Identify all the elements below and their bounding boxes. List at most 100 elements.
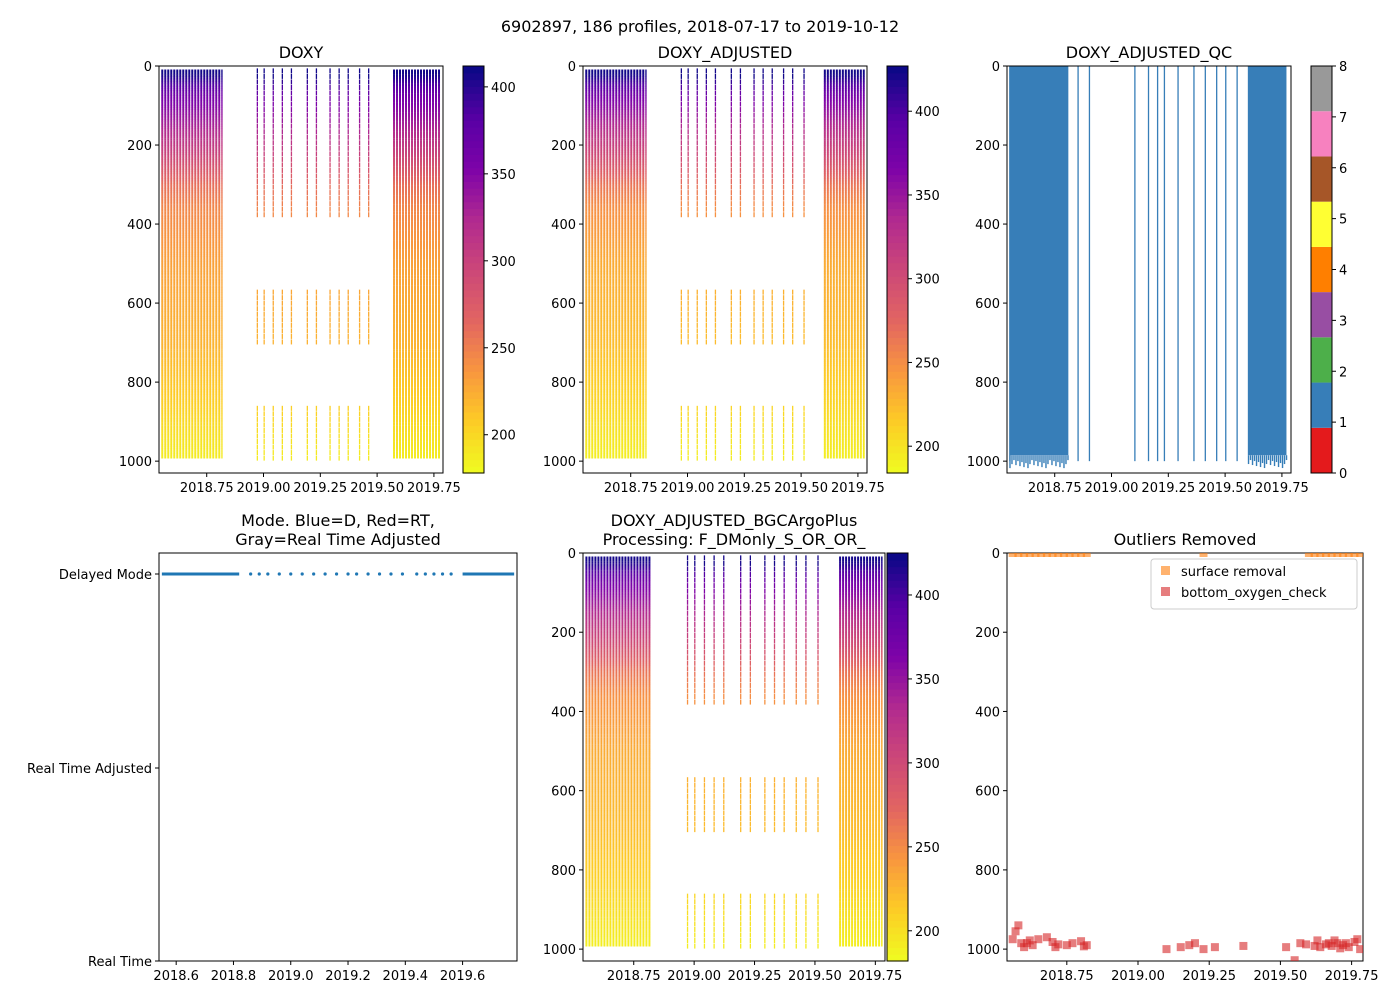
colorbar-segment [887, 147, 908, 155]
profile-sample [782, 300, 785, 306]
profile-sample [783, 899, 785, 905]
profile-sample [256, 96, 258, 102]
profile-sample [805, 572, 807, 578]
profile-sample [272, 79, 274, 85]
profile-sample [762, 140, 764, 146]
colorbar-segment [887, 242, 908, 250]
profile-sample [753, 306, 755, 312]
profile-sample [281, 190, 283, 196]
profile-sample [783, 638, 785, 644]
profile-sample [315, 295, 318, 301]
qc-flag-edge [1043, 455, 1045, 464]
profile-sample [329, 90, 331, 96]
outlier-points [1008, 553, 1363, 961]
profile-sample [714, 439, 717, 445]
profile-sample [347, 422, 349, 428]
profile-sample [703, 816, 706, 822]
profile-sample [306, 439, 308, 445]
profile-sample [753, 433, 755, 439]
profile-sample [795, 943, 797, 949]
qc-colorbar-segment [1311, 66, 1332, 112]
profile-sample [705, 405, 707, 411]
profile-sample [730, 322, 732, 328]
profile-sample [705, 184, 707, 190]
profile-sample [347, 411, 349, 417]
profile-sample [753, 289, 755, 295]
profile-sample [687, 439, 689, 445]
profile-sample [805, 904, 807, 910]
profile-sample [782, 427, 785, 433]
profile-sample [256, 206, 258, 212]
profile-sample [329, 112, 331, 118]
profile-sample [306, 455, 308, 461]
profile-sample [803, 333, 805, 339]
profile-sample [764, 799, 766, 805]
profile-sample [740, 804, 742, 810]
qc-flags [1009, 66, 1288, 469]
profile-sample [739, 444, 742, 450]
profile-sample [694, 682, 696, 688]
profile-sample [795, 915, 797, 921]
profile-sample [764, 804, 766, 810]
profile-sample [783, 926, 785, 932]
colorbar-segment [887, 106, 908, 115]
profile-sample [730, 295, 732, 301]
profile-sample [686, 788, 689, 794]
colorbar-segment [463, 418, 484, 427]
surface-removal-marker [1037, 553, 1046, 557]
profile-sample [762, 73, 764, 79]
profile-sample [713, 577, 715, 583]
profile-sample [723, 572, 725, 578]
colorbar-tick-label: 350 [915, 189, 940, 204]
surface-removal-marker [1344, 553, 1353, 557]
profile-sample [687, 339, 689, 345]
profile-sample [740, 821, 742, 827]
profile-sample [771, 134, 773, 140]
profile-sample [703, 788, 706, 794]
profile-sample [805, 932, 807, 938]
profile-sample [739, 129, 742, 135]
profile-sample [740, 793, 742, 799]
profile-sample [358, 151, 361, 157]
profile-sample [290, 300, 293, 306]
profile-sample [795, 799, 797, 805]
profile-sample [723, 694, 725, 700]
qc-flag-edge [1033, 455, 1035, 466]
profile-sample [315, 328, 318, 334]
profile-sample [368, 145, 370, 151]
profile-sample [805, 588, 807, 594]
profile-sample [740, 621, 742, 627]
qc-flag-block [1009, 66, 1069, 456]
profile-sample [782, 295, 785, 301]
profile-sample [329, 123, 331, 129]
profile-sample [740, 560, 742, 566]
legend-marker [1161, 587, 1170, 596]
profile-sample [795, 777, 797, 783]
surface-removal-marker [1065, 553, 1074, 557]
qc-flag-profile [1204, 66, 1206, 462]
colorbar-segment [463, 201, 484, 210]
profile-sample [680, 422, 682, 428]
profile-sample [696, 90, 698, 96]
profile-sample [680, 333, 682, 339]
profile-sample [803, 195, 805, 201]
x-tick-label: 2019.00 [661, 481, 715, 496]
profile-sample [358, 416, 361, 422]
profile-sample [714, 151, 717, 157]
surface-removal-marker [1356, 553, 1363, 557]
x-tick-label: 2019.75 [407, 481, 461, 496]
x-tick-label: 2019.0 [268, 969, 314, 984]
profile-sample [753, 90, 755, 96]
profile-sample [795, 688, 797, 694]
profile-sample [805, 599, 807, 605]
profile-sample [713, 699, 715, 705]
qc-flag-profile [1163, 66, 1166, 462]
profile-sample [803, 123, 805, 129]
qc-flag-edge [1247, 455, 1250, 465]
profile-sample [773, 804, 776, 810]
profile-sample [686, 666, 689, 672]
colorbar-segment [463, 405, 484, 413]
profile-sample [272, 422, 274, 428]
profile-sample [805, 633, 807, 639]
profile-sample [762, 450, 764, 456]
